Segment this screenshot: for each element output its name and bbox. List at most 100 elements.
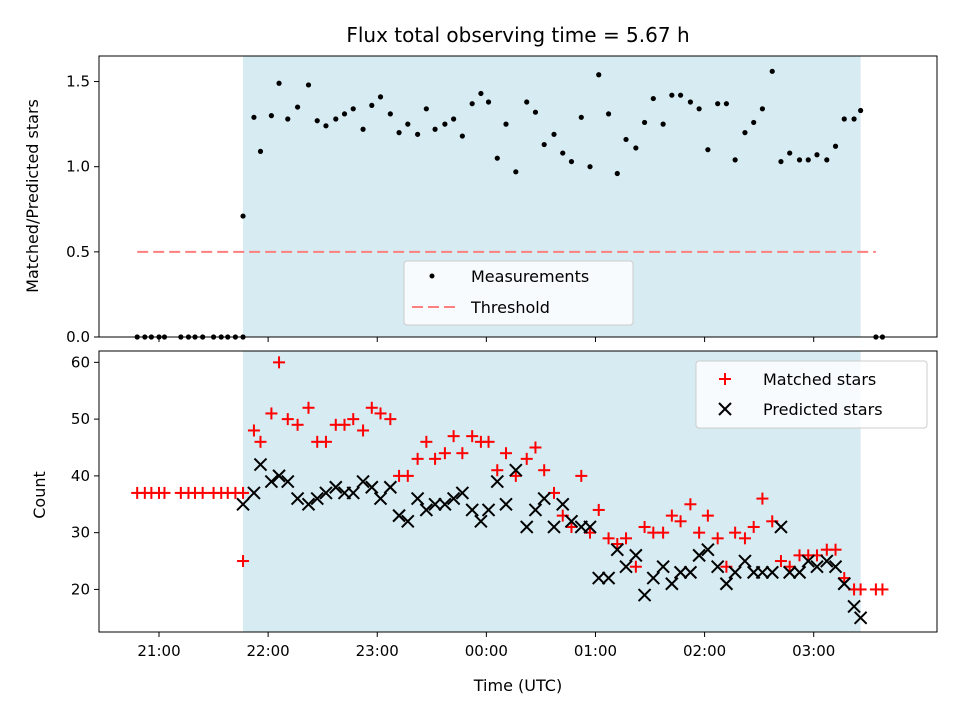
predicted-star-point [765, 565, 779, 580]
bottom-xtick-label: 00:00 [465, 642, 508, 660]
measurement-point [396, 130, 402, 136]
matched-star-point [491, 464, 504, 477]
matched-star-point [254, 435, 267, 448]
measurement-point [257, 148, 264, 154]
matched-star-point [620, 532, 633, 545]
measurement-point [415, 131, 421, 137]
matched-star-point [638, 520, 651, 533]
matched-star-point [365, 401, 378, 414]
predicted-star-point [410, 491, 425, 506]
predicted-star-point [455, 486, 470, 500]
predicted-star-point [520, 520, 534, 534]
matched-star-point [384, 413, 397, 426]
matched-star-point [529, 441, 542, 454]
measurement-point [285, 116, 291, 122]
predicted-star-point [373, 491, 388, 506]
top-panel: Flux total observing time = 5.67 h 0.00.… [23, 23, 938, 346]
matched-star-point [247, 424, 260, 437]
measurement-point [824, 157, 830, 163]
measurement-point [494, 155, 500, 161]
predicted-star-point [281, 474, 295, 489]
measurement-point [341, 111, 348, 117]
bottom-xtick-label: 02:00 [683, 642, 726, 660]
measurement-point [705, 147, 711, 153]
matched-star-point [357, 424, 370, 437]
bottom-panel: 20 30 40 50 60 21:00 22:00 23:00 00:00 01:00 02:0… [30, 350, 938, 695]
matched-star-point [592, 503, 605, 516]
matched-star-point [237, 486, 250, 499]
matched-star-point [629, 560, 642, 573]
measurement-point [751, 119, 757, 126]
predicted-star-point [583, 520, 597, 534]
predicted-star-point [383, 480, 398, 494]
matched-star-point [374, 407, 387, 420]
matched-star-point [482, 435, 495, 448]
bottom-ytick-label: 30 [71, 524, 90, 542]
measurement-point [442, 121, 448, 127]
top-y-axis-label: Matched/Predicted stars [23, 99, 42, 293]
predicted-star-point [490, 474, 504, 489]
measurement-point [360, 126, 366, 132]
predicted-star-point [656, 560, 670, 574]
predicted-star-point [637, 588, 652, 602]
chart-title: Flux total observing time = 5.67 h [346, 23, 689, 47]
measurement-point [459, 133, 465, 139]
matched-star-point [158, 486, 171, 499]
legend-predicted-marker [718, 402, 732, 416]
predicted-star-point [619, 560, 633, 574]
measurement-point [294, 104, 301, 110]
predicted-star-point [481, 503, 496, 517]
predicted-star-point [401, 514, 415, 529]
matched-star-point [273, 356, 286, 369]
predicted-star-point [810, 560, 824, 574]
matched-star-point [291, 418, 304, 431]
predicted-star-point [801, 554, 815, 568]
predicted-star-point [646, 571, 661, 585]
matched-star-point [756, 492, 769, 505]
predicted-star-point [528, 503, 543, 517]
legend-measurements-label: Measurements [471, 267, 589, 286]
matched-star-point [657, 526, 670, 539]
measurement-point [660, 121, 666, 127]
predicted-star-point [701, 542, 715, 557]
matched-star-point [538, 464, 551, 477]
bottom-ytick-label: 50 [71, 410, 90, 428]
legend-matched-label: Matched stars [763, 370, 876, 389]
predicted-star-point [509, 463, 523, 477]
bottom-ytick-label: 60 [71, 353, 90, 371]
measurement-point [742, 130, 748, 136]
predicted-star-point [692, 548, 706, 563]
measurement-point [596, 72, 602, 78]
bottom-xtick-label: 21:00 [137, 642, 180, 660]
measurement-point [641, 119, 648, 126]
predicted-star-point [438, 497, 452, 511]
measurement-point [314, 118, 320, 124]
measurement-point [614, 170, 620, 177]
predicted-star-point [629, 548, 643, 563]
measurement-point [858, 107, 864, 114]
matched-star-point [854, 583, 867, 596]
top-plot-frame [98, 55, 938, 338]
measurement-point [723, 101, 730, 107]
measurement-point [696, 106, 702, 112]
matched-star-point [729, 526, 742, 539]
top-ytick-label: 0.0 [66, 328, 90, 346]
measurement-point [759, 106, 766, 112]
bottom-legend-frame [695, 360, 928, 429]
top-y-ticks: 0.0 0.5 1.0 1.5 [66, 73, 99, 346]
top-legend-frame [403, 260, 634, 326]
predicted-star-point [499, 497, 513, 511]
bottom-plot-frame [98, 350, 938, 633]
measurement-point [469, 101, 475, 107]
measurement-point [732, 157, 738, 163]
matched-star-point [281, 413, 294, 426]
top-ytick-label: 1.0 [66, 158, 90, 176]
measurement-point [532, 109, 539, 115]
bottom-xtick-label: 22:00 [247, 642, 290, 660]
measurement-point [251, 114, 257, 120]
matched-star-point [611, 538, 624, 551]
matched-star-point [520, 452, 533, 465]
matched-star-point [265, 407, 278, 420]
measurement-point [423, 106, 429, 112]
